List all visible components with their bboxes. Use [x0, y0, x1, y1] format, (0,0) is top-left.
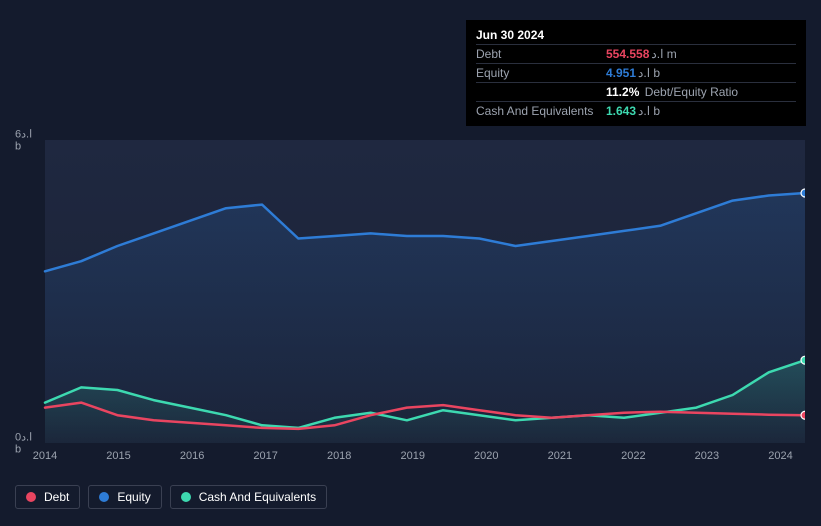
chart-legend: Debt Equity Cash And Equivalents: [15, 485, 327, 509]
tooltip-row: Equity4.951ا.د b: [476, 64, 796, 83]
tooltip-row-value-wrap: 554.558ا.د m: [606, 47, 677, 61]
x-axis-label: 2015: [106, 450, 130, 470]
legend-label: Debt: [44, 490, 69, 504]
tooltip-row: 11.2% Debt/Equity Ratio: [476, 83, 796, 102]
x-axis-label: 2022: [621, 450, 645, 470]
tooltip-row-label: Cash And Equivalents: [476, 104, 606, 118]
chart-area: 0ا.د b6ا.د b: [15, 140, 805, 443]
tooltip-row-unit: ا.د b: [638, 104, 660, 118]
legend-dot-icon: [99, 492, 109, 502]
tooltip-row-value: 11.2%: [606, 85, 639, 99]
tooltip-row-value: 554.558: [606, 47, 649, 61]
tooltip-row: Cash And Equivalents1.643ا.د b: [476, 102, 796, 120]
tooltip-row-unit: ا.د b: [638, 66, 660, 80]
x-axis-label: 2021: [548, 450, 572, 470]
x-axis-label: 2016: [180, 450, 204, 470]
y-axis-label: 0ا.د b: [15, 431, 25, 456]
tooltip-row: Debt554.558ا.د m: [476, 45, 796, 64]
tooltip-row-label: Equity: [476, 66, 606, 80]
x-axis-labels: 2014201520162017201820192020202120222023…: [45, 450, 805, 470]
x-axis-label: 2024: [768, 450, 792, 470]
x-axis-label: 2017: [253, 450, 277, 470]
legend-item-debt[interactable]: Debt: [15, 485, 80, 509]
legend-item-equity[interactable]: Equity: [88, 485, 161, 509]
legend-item-cash[interactable]: Cash And Equivalents: [170, 485, 327, 509]
tooltip-row-value: 4.951: [606, 66, 636, 80]
tooltip-row-label: [476, 85, 606, 99]
x-axis-label: 2023: [695, 450, 719, 470]
x-axis-label: 2018: [327, 450, 351, 470]
tooltip-row-value-wrap: 11.2% Debt/Equity Ratio: [606, 85, 738, 99]
x-axis-label: 2019: [400, 450, 424, 470]
tooltip-row-label: Debt: [476, 47, 606, 61]
tooltip-row-unit: Debt/Equity Ratio: [641, 85, 738, 99]
chart-tooltip: Jun 30 2024 Debt554.558ا.د mEquity4.951ا…: [466, 20, 806, 126]
tooltip-date: Jun 30 2024: [476, 28, 544, 42]
legend-label: Cash And Equivalents: [199, 490, 316, 504]
legend-label: Equity: [117, 490, 150, 504]
y-axis-label: 6ا.د b: [15, 128, 25, 153]
x-axis-label: 2014: [33, 450, 57, 470]
tooltip-row-value: 1.643: [606, 104, 636, 118]
legend-dot-icon: [26, 492, 36, 502]
area-chart-svg: [15, 140, 805, 443]
tooltip-row-unit: ا.د m: [651, 47, 676, 61]
x-axis-label: 2020: [474, 450, 498, 470]
legend-dot-icon: [181, 492, 191, 502]
tooltip-row-value-wrap: 1.643ا.د b: [606, 104, 660, 118]
tooltip-row-value-wrap: 4.951ا.د b: [606, 66, 660, 80]
